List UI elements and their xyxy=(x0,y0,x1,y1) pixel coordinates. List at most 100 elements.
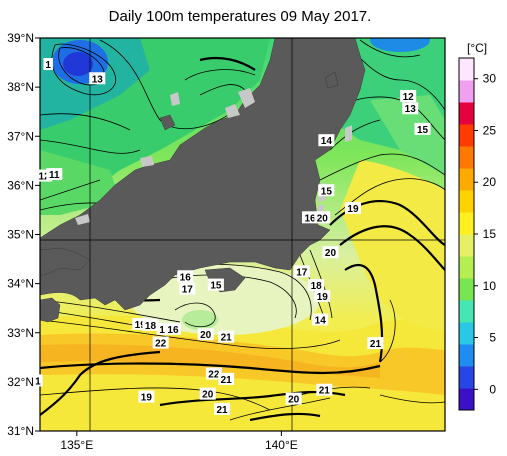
colorbar-segment xyxy=(459,124,474,147)
colorbar: [°C] 0 5 10 15 20 25 30 xyxy=(458,41,497,411)
contour-label-box xyxy=(89,72,106,85)
colorbar-segment xyxy=(459,300,474,323)
contour-label-box xyxy=(138,390,155,403)
colorbar-tick-label: 20 xyxy=(483,175,497,189)
colorbar-tick-label: 5 xyxy=(489,331,496,345)
contour-label-box xyxy=(33,374,43,387)
contour-label-box xyxy=(318,184,335,197)
contour-label: 14 xyxy=(321,136,333,147)
colorbar-segment xyxy=(459,146,474,169)
contour-label: 20 xyxy=(317,213,329,224)
contour-label-box xyxy=(205,367,222,380)
colorbar-segment xyxy=(459,344,474,367)
contour-label-box xyxy=(197,328,214,341)
contour-label: 15 xyxy=(210,281,222,292)
contour-label: 20 xyxy=(288,395,300,406)
lat-label: 36°N xyxy=(7,178,34,192)
lon-label: 135°E xyxy=(60,438,93,452)
contour-label: 14 xyxy=(315,315,327,326)
contour-label: 19 xyxy=(135,320,147,331)
bold-contour-lines xyxy=(40,56,445,422)
contour-label: 21 xyxy=(216,405,228,416)
contour-label: 19 xyxy=(141,393,153,404)
contour-label-box xyxy=(218,372,235,385)
contour-label: 15 xyxy=(321,186,333,197)
contour-label-box xyxy=(285,392,302,405)
contour-label-box xyxy=(344,201,361,214)
contour-label: 19 xyxy=(347,204,359,215)
lat-label: 37°N xyxy=(7,129,34,143)
contour-label: 11 xyxy=(49,170,60,181)
contour-label-box xyxy=(316,383,333,396)
contour-label-box xyxy=(322,246,339,259)
contour-label-box xyxy=(43,58,53,71)
colorbar-segment xyxy=(459,168,474,191)
contour-label-box xyxy=(164,322,181,335)
contour-label-box xyxy=(312,313,329,326)
colorbar-segment xyxy=(459,102,474,125)
contour-label: 17 xyxy=(296,267,308,278)
lat-label: 32°N xyxy=(7,375,34,389)
contour-label: 15 xyxy=(417,125,429,136)
colorbar-tick-label: 25 xyxy=(483,123,497,137)
contour-label: 21 xyxy=(221,333,233,344)
colorbar-tick-label: 10 xyxy=(483,279,497,293)
contour-label-box xyxy=(293,265,310,278)
contour-label-box xyxy=(214,402,231,415)
contour-label-box xyxy=(152,336,169,349)
contour-label-box xyxy=(207,278,224,291)
colorbar-segment xyxy=(459,80,474,103)
contour-label: 16 xyxy=(167,325,179,336)
colorbar-tick-label: 0 xyxy=(489,382,496,396)
contour-label-box xyxy=(402,102,419,115)
contour-label-box xyxy=(46,168,63,181)
contour-label: 20 xyxy=(325,248,337,259)
contour-label: 21 xyxy=(319,386,331,397)
contour-label: 20 xyxy=(200,330,212,341)
colorbar-segment xyxy=(459,256,474,279)
graticule xyxy=(40,38,445,431)
contour-label: 19 xyxy=(317,292,329,303)
contour-label: 21 xyxy=(370,339,382,350)
map-field xyxy=(40,38,445,431)
colorbar-unit: [°C] xyxy=(467,41,487,55)
lat-label: 38°N xyxy=(7,80,34,94)
contour-label: 16 xyxy=(180,272,192,283)
contour-label-box xyxy=(177,270,194,283)
contour-label-box xyxy=(218,330,235,343)
contour-label: 18 xyxy=(145,321,157,332)
contour-label-box xyxy=(199,387,216,400)
colorbar-segment xyxy=(459,190,474,213)
contour-label: 13 xyxy=(405,104,417,115)
colorbar-segment xyxy=(459,234,474,257)
contour-label: 22 xyxy=(208,370,220,381)
contour-label: 12 xyxy=(403,92,415,103)
lat-label: 34°N xyxy=(7,277,34,291)
contour-label: 13 xyxy=(92,74,104,85)
colorbar-segment xyxy=(459,58,474,81)
contour-label: 1 xyxy=(45,60,51,71)
colorbar-segment xyxy=(459,366,474,389)
contour-label-box xyxy=(314,289,331,302)
contour-label-box xyxy=(318,134,335,147)
contour-label-box xyxy=(308,279,325,292)
contour-label-box xyxy=(414,122,431,135)
contour-label-box xyxy=(314,211,331,224)
contour-label: 12 xyxy=(39,172,51,183)
lat-label: 33°N xyxy=(7,326,34,340)
colorbar-segment xyxy=(459,212,474,235)
lat-label: 31°N xyxy=(7,424,34,438)
contour-label: 18 xyxy=(311,281,323,292)
colorbar-tick-label: 15 xyxy=(483,227,497,241)
contour-label: 17 xyxy=(182,285,194,296)
colorbar-tick-label: 30 xyxy=(483,72,497,86)
contour-label: 22 xyxy=(155,339,167,350)
axis-ticks: 39°N 38°N 37°N 36°N 35°N 34°N 33°N 32°N 31°N 135°… xyxy=(7,31,298,452)
map-title: Daily 100m temperatures 09 May 2017. xyxy=(108,8,372,25)
colorbar-segment xyxy=(459,322,474,345)
contour-label-box xyxy=(302,211,318,224)
contour-label-box xyxy=(400,89,417,102)
contour-label: 21 xyxy=(221,375,233,386)
